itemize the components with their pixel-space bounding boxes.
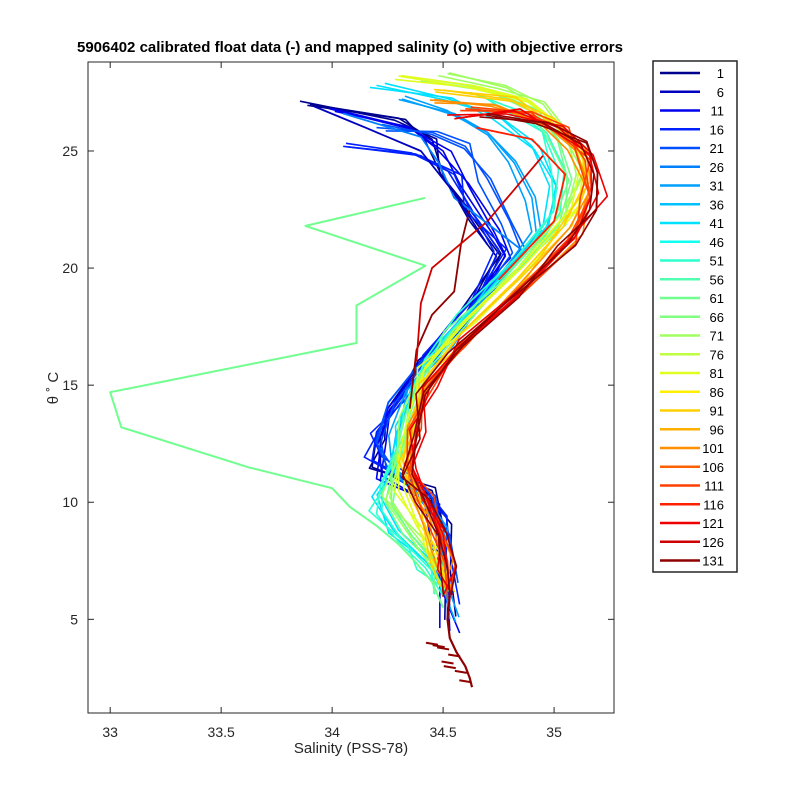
y-tick-label: 20 xyxy=(62,260,78,276)
profile-line-116 xyxy=(476,126,567,281)
plot-area xyxy=(88,62,614,713)
legend-label: 101 xyxy=(702,441,724,456)
deep-profile-tick xyxy=(448,653,461,658)
legend-label: 51 xyxy=(710,254,724,269)
x-tick-label: 34.5 xyxy=(429,724,456,740)
chart-title: 5906402 calibrated float data (-) and ma… xyxy=(77,39,623,56)
profile-line-121 xyxy=(408,108,592,596)
legend-label: 86 xyxy=(710,385,724,400)
deep-profile-tick xyxy=(425,641,439,646)
deep-profile-tick xyxy=(441,660,454,665)
legend-label: 81 xyxy=(710,366,724,381)
deep-profile-tick xyxy=(459,679,472,684)
y-tick-label: 15 xyxy=(62,377,78,393)
profile-line-81 xyxy=(394,78,586,586)
profile-line-126 xyxy=(415,155,544,362)
deep-profile-segment xyxy=(446,595,474,688)
legend-label: 56 xyxy=(710,272,724,287)
deep-profile-tick xyxy=(454,669,468,674)
series-layer xyxy=(109,72,609,688)
x-axis-label: Salinity (PSS-78) xyxy=(294,740,408,757)
x-tick-label: 33.5 xyxy=(208,724,235,740)
legend-label: 26 xyxy=(710,160,724,175)
plot-frame xyxy=(87,61,615,714)
deep-profile-tick xyxy=(443,665,456,670)
legend-label: 76 xyxy=(710,347,724,362)
x-tick-label: 33 xyxy=(102,724,118,740)
legend-label: 131 xyxy=(702,554,724,569)
legend-label: 36 xyxy=(710,197,724,212)
legend-label: 91 xyxy=(710,404,724,419)
legend-label: 31 xyxy=(710,179,724,194)
x-tick-label: 34 xyxy=(324,724,340,740)
legend-label: 121 xyxy=(702,516,724,531)
y-tick-label: 10 xyxy=(62,494,78,510)
legend-label: 66 xyxy=(710,310,724,325)
legend-label: 11 xyxy=(711,104,725,119)
x-tick-label: 35 xyxy=(546,724,562,740)
profile-line-91 xyxy=(401,88,585,587)
legend-label: 96 xyxy=(710,422,724,437)
deep-profile-tick xyxy=(432,644,445,649)
y-axis: 5 10 15 20 25 xyxy=(62,143,614,627)
legend-label: 106 xyxy=(702,460,724,475)
profile-line-131 xyxy=(408,209,471,409)
profile-line-6 xyxy=(314,105,489,246)
y-tick-label: 25 xyxy=(62,143,78,159)
legend-label: 21 xyxy=(710,141,724,156)
profile-line-131 xyxy=(411,112,595,596)
deep-profile-tick xyxy=(436,646,450,651)
legend-label: 126 xyxy=(702,535,724,550)
y-tick-label: 5 xyxy=(70,611,78,627)
profile-line-26 xyxy=(342,112,522,251)
outlier-profile-line xyxy=(109,196,445,608)
x-axis: 33 33.5 34 34.5 35 xyxy=(102,62,562,740)
legend-label: 6 xyxy=(717,85,724,100)
legend-label: 16 xyxy=(710,122,724,137)
legend-label: 116 xyxy=(703,497,724,512)
legend-label: 61 xyxy=(710,291,724,306)
legend-label: 111 xyxy=(704,479,724,494)
legend: 1611162126313641465156616671768186919610… xyxy=(652,60,738,573)
y-axis-label: θ ˚ C xyxy=(45,372,62,405)
profile-line-41 xyxy=(376,84,551,597)
legend-label: 71 xyxy=(710,329,724,344)
profile-line-51 xyxy=(381,93,555,595)
profile-line-71 xyxy=(381,72,585,592)
legend-label: 1 xyxy=(717,66,724,81)
legend-label: 41 xyxy=(710,216,724,231)
profile-line-41 xyxy=(376,82,558,594)
profile-line-131 xyxy=(401,116,599,596)
legend-label: 46 xyxy=(710,235,724,250)
